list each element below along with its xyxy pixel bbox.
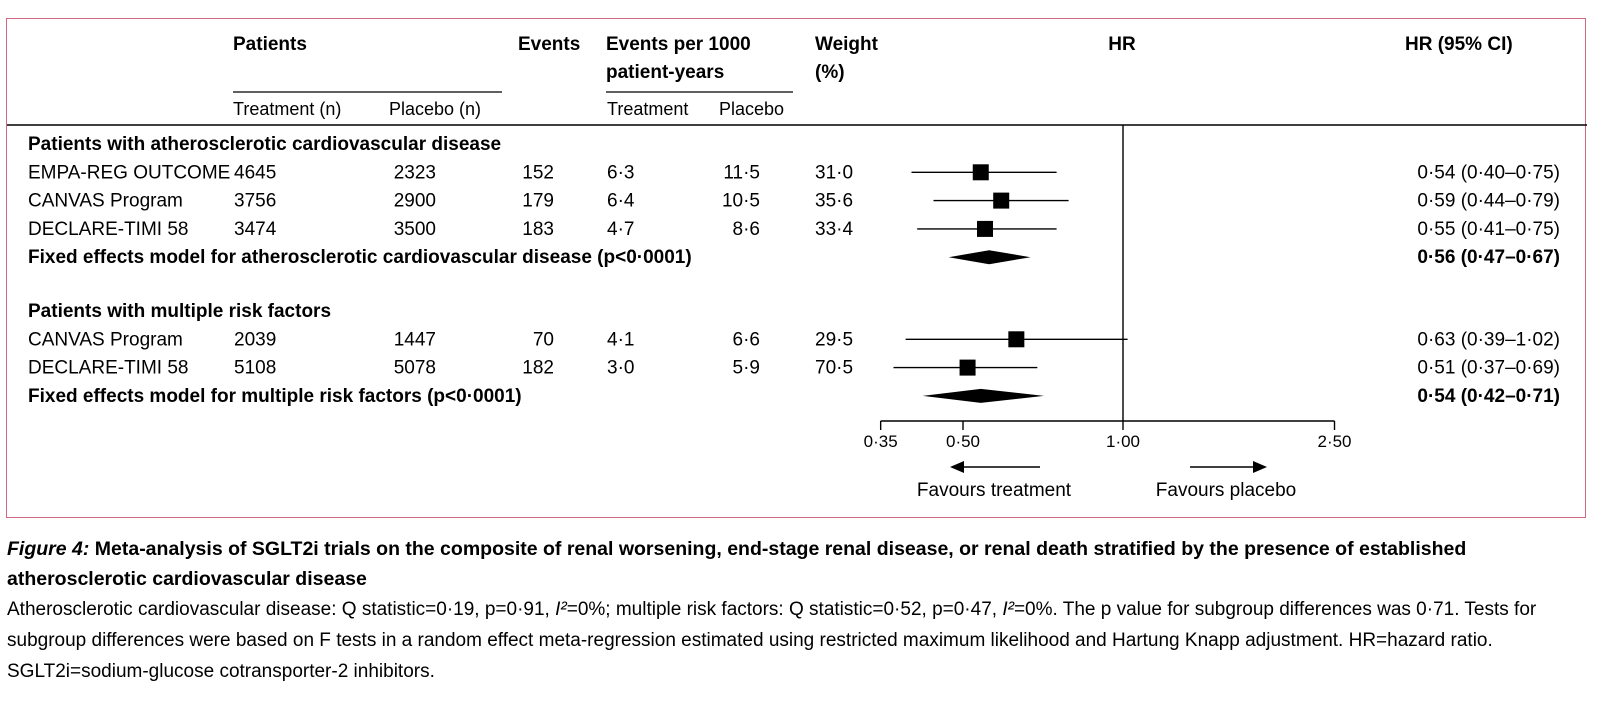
header-placebo-n: Placebo (n) bbox=[389, 99, 481, 119]
caption-title: Figure 4: Meta-analysis of SGLT2i trials… bbox=[7, 534, 1592, 594]
treatment-n: 5108 bbox=[234, 358, 276, 379]
favours-treatment-label: Favours treatment bbox=[917, 480, 1072, 501]
placebo-n: 3500 bbox=[394, 219, 436, 240]
pooled-label: Fixed effects model for multiple risk fa… bbox=[28, 386, 522, 407]
events-count: 152 bbox=[522, 162, 554, 183]
favours-placebo-arrowhead bbox=[1253, 461, 1267, 473]
weight-percent: 29·5 bbox=[815, 329, 853, 350]
events-count: 179 bbox=[522, 191, 554, 212]
weight-percent: 31·0 bbox=[815, 162, 853, 183]
table-rows: Patients with atherosclerotic cardiovasc… bbox=[28, 134, 1560, 407]
figure-caption: Figure 4: Meta-analysis of SGLT2i trials… bbox=[7, 534, 1592, 687]
caption-body: Atherosclerotic cardiovascular disease: … bbox=[7, 594, 1592, 687]
weight-percent: 35·6 bbox=[815, 191, 853, 212]
header-rate-treatment: Treatment bbox=[607, 99, 688, 119]
study-name: DECLARE-TIMI 58 bbox=[28, 219, 188, 240]
point-estimate bbox=[993, 192, 1010, 209]
rate-treatment: 6·4 bbox=[607, 191, 635, 212]
header-events-per-line2: patient-years bbox=[606, 62, 724, 83]
treatment-n: 4645 bbox=[234, 162, 276, 183]
hr-ci-text: 0·63 (0·39–1·02) bbox=[1417, 329, 1560, 350]
hr-ci-text: 0·59 (0·44–0·79) bbox=[1417, 191, 1560, 212]
rate-treatment: 4·1 bbox=[607, 329, 634, 350]
rate-treatment: 4·7 bbox=[607, 219, 634, 240]
pooled-ci-text: 0·56 (0·47–0·67) bbox=[1417, 247, 1560, 268]
point-estimate bbox=[959, 359, 976, 376]
rate-placebo: 10·5 bbox=[722, 191, 760, 212]
caption-figure-label: Figure 4: bbox=[7, 538, 90, 560]
placebo-n: 2900 bbox=[394, 191, 436, 212]
events-count: 182 bbox=[522, 358, 554, 379]
pooled-ci-text: 0·54 (0·42–0·71) bbox=[1417, 386, 1560, 407]
caption-title-text: Meta-analysis of SGLT2i trials on the co… bbox=[7, 538, 1467, 590]
pooled-diamond bbox=[948, 250, 1031, 265]
header-weight-line2: (%) bbox=[815, 62, 845, 83]
header-hr: HR bbox=[1108, 34, 1136, 55]
treatment-n: 3474 bbox=[234, 219, 277, 240]
x-tick-label: 1·00 bbox=[1106, 432, 1140, 451]
placebo-n: 2323 bbox=[394, 162, 436, 183]
caption-body-part3: =0%. The p value for subgroup difference… bbox=[7, 599, 1537, 682]
pooled-label: Fixed effects model for atherosclerotic … bbox=[28, 247, 692, 268]
weight-percent: 33·4 bbox=[815, 219, 853, 240]
hr-ci-text: 0·55 (0·41–0·75) bbox=[1417, 219, 1560, 240]
study-name: CANVAS Program bbox=[28, 329, 183, 350]
study-name: EMPA-REG OUTCOME bbox=[28, 162, 230, 183]
hr-ci-text: 0·54 (0·40–0·75) bbox=[1417, 162, 1560, 183]
caption-body-part2: =0%; multiple risk factors: Q statistic=… bbox=[566, 599, 1003, 620]
header-hr-ci: HR (95% CI) bbox=[1405, 34, 1513, 55]
hr-ci-text: 0·51 (0·37–0·69) bbox=[1417, 358, 1560, 379]
header-rate-placebo: Placebo bbox=[719, 99, 784, 119]
rate-placebo: 8·6 bbox=[733, 219, 760, 240]
point-estimate bbox=[972, 164, 989, 181]
point-estimate bbox=[977, 220, 994, 237]
forest-plot-panel: Patients Treatment (n) Placebo (n) Event… bbox=[6, 18, 1587, 518]
x-tick-label: 2·50 bbox=[1317, 432, 1351, 451]
caption-i2-a: I² bbox=[555, 599, 567, 620]
header-treatment-n: Treatment (n) bbox=[233, 99, 341, 119]
forest-marks bbox=[893, 125, 1128, 421]
header-events: Events bbox=[518, 34, 580, 55]
header-events-per-line1: Events per 1000 bbox=[606, 34, 751, 55]
rate-treatment: 6·3 bbox=[607, 162, 634, 183]
events-count: 183 bbox=[522, 219, 554, 240]
favours-treatment-arrowhead bbox=[950, 461, 964, 473]
rate-placebo: 11·5 bbox=[723, 162, 760, 183]
placebo-n: 5078 bbox=[394, 358, 436, 379]
study-name: CANVAS Program bbox=[28, 191, 183, 212]
caption-i2-b: I² bbox=[1002, 599, 1014, 620]
treatment-n: 2039 bbox=[234, 329, 276, 350]
x-axis: 0·35 0·50 1·00 2·50 bbox=[864, 420, 1352, 451]
forest-plot: Patients Treatment (n) Placebo (n) Event… bbox=[7, 34, 1587, 501]
header-weight-line1: Weight bbox=[815, 34, 879, 55]
rate-placebo: 6·6 bbox=[733, 329, 760, 350]
group-label: Patients with multiple risk factors bbox=[28, 301, 331, 322]
header-patients: Patients bbox=[233, 34, 307, 55]
study-name: DECLARE-TIMI 58 bbox=[28, 358, 188, 379]
treatment-n: 3756 bbox=[234, 191, 276, 212]
group-label: Patients with atherosclerotic cardiovasc… bbox=[28, 134, 501, 155]
placebo-n: 1447 bbox=[394, 329, 436, 350]
point-estimate bbox=[1008, 331, 1025, 348]
x-tick-label: 0·50 bbox=[946, 432, 980, 451]
caption-body-part1: Atherosclerotic cardiovascular disease: … bbox=[7, 599, 556, 620]
rate-placebo: 5·9 bbox=[733, 358, 760, 379]
events-count: 70 bbox=[533, 329, 554, 350]
weight-percent: 70·5 bbox=[815, 358, 853, 379]
x-tick-label: 0·35 bbox=[864, 432, 898, 451]
pooled-diamond bbox=[922, 388, 1044, 403]
rate-treatment: 3·0 bbox=[607, 358, 634, 379]
favours-placebo-label: Favours placebo bbox=[1156, 480, 1296, 501]
